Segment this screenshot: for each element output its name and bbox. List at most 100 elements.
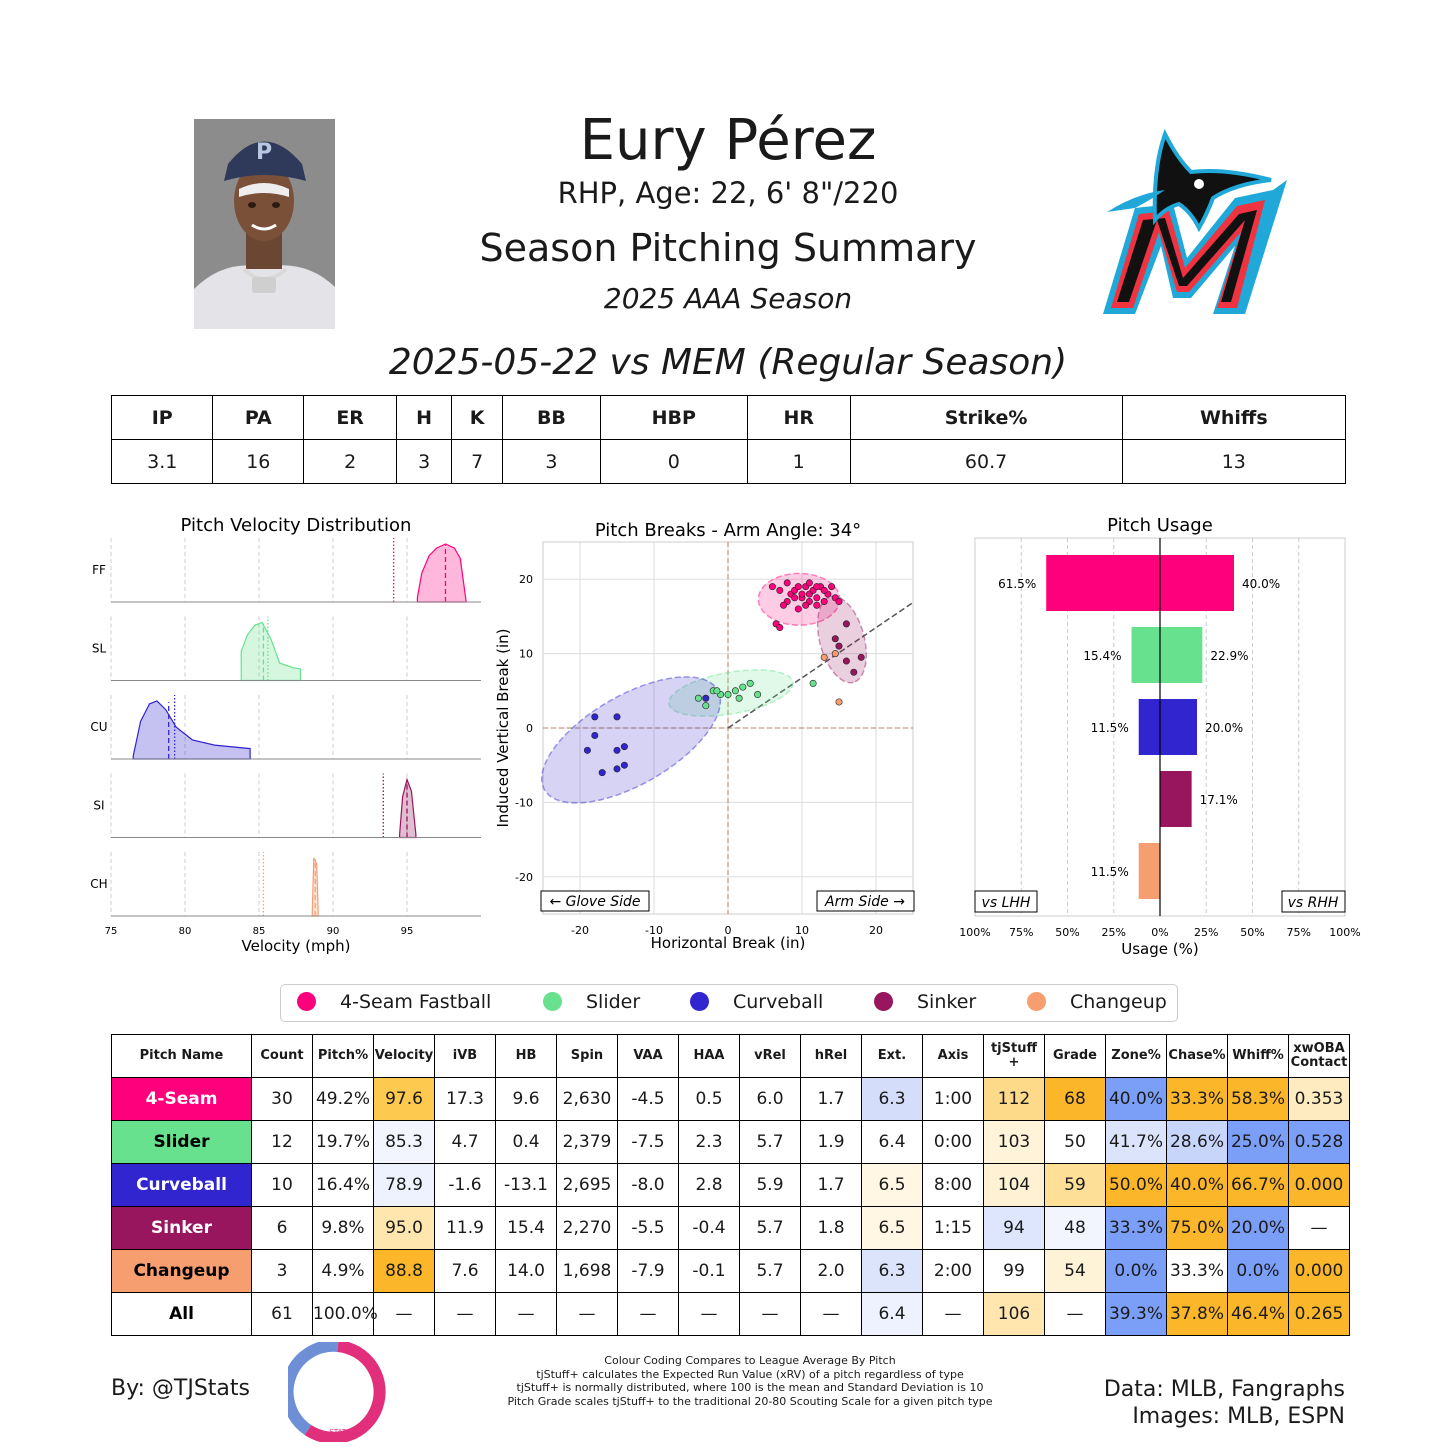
usage-bar-lhh [1046, 555, 1160, 611]
pitch-point [783, 579, 791, 587]
table-cell: 58.3% [1227, 1077, 1289, 1121]
pitch-point [739, 683, 747, 691]
table-column-header: Pitch Name [111, 1034, 252, 1078]
table-cell: 9.8% [312, 1206, 374, 1250]
table-cell: 48 [1044, 1206, 1106, 1250]
velocity-distribution-chart: Pitch Velocity Distribution FF SL CU SI CH 75 8… [90, 515, 481, 955]
table-cell: — [617, 1292, 679, 1336]
pitch-metrics-table: Pitch Name Count Pitch% Velocity iVB HB Spin VA… [111, 1034, 1350, 1336]
pitch-point [842, 657, 850, 665]
table-cell: — [800, 1292, 862, 1336]
stat-value: 7 [451, 439, 504, 484]
table-cell: 0.0% [1105, 1249, 1167, 1293]
table-cell: 28.6% [1166, 1120, 1228, 1164]
footer-notes: Colour Coding Compares to League Average… [440, 1354, 1060, 1408]
stat-header: PA [212, 395, 305, 440]
usage-label-rhh: 22.9% [1210, 649, 1248, 663]
table-column-header: Spin [556, 1034, 618, 1078]
data-source: Data: MLB, Fangraphs [1103, 1377, 1345, 1402]
pitch-point [835, 598, 843, 606]
table-row: Changeup 3 4.9% 88.8 7.6 14.0 1,698 -7.9 -0.1 5.7… [111, 1249, 1350, 1293]
pitch-point [828, 583, 836, 591]
table-cell: 1:00 [922, 1077, 984, 1121]
table-column-header: Pitch% [312, 1034, 374, 1078]
table-cell: 5.7 [739, 1120, 801, 1164]
usage-label-rhh: 17.1% [1200, 793, 1238, 807]
usage-bar-rhh [1160, 555, 1234, 611]
x-tick-label: 50% [1240, 926, 1264, 939]
x-tick-label: 10 [795, 924, 809, 937]
x-axis-label: Velocity (mph) [242, 937, 351, 955]
stat-value: 13 [1121, 439, 1347, 484]
arm-side-box [816, 890, 915, 912]
x-tick-label: 85 [253, 926, 266, 937]
stat-header-row: IP PA ER H K BB HBP HR Strike% Whiffs [110, 395, 1347, 440]
table-cell: -7.9 [617, 1249, 679, 1293]
pitch-point [857, 653, 865, 661]
row-label: SL [92, 642, 107, 656]
chart-title: Pitch Usage [1107, 515, 1213, 536]
stat-header: Whiffs [1121, 395, 1347, 440]
table-cell: 0.4 [495, 1120, 557, 1164]
legend-label: Changeup [1070, 991, 1167, 1013]
tjstats-logo: STATS [281, 1339, 388, 1446]
marlins-logo [1095, 128, 1295, 320]
table-cell: 30 [251, 1077, 313, 1121]
stat-header: Strike% [849, 395, 1123, 440]
x-tick-label: 75 [105, 926, 118, 937]
row-label: CH [90, 877, 107, 891]
summary-title: Season Pitching Summary [479, 226, 977, 270]
pitch-point [620, 761, 628, 769]
usage-bar-lhh [1138, 699, 1160, 755]
table-cell: 50.0% [1105, 1163, 1167, 1207]
x-tick-label: 0% [1151, 926, 1168, 939]
pitch-point [620, 743, 628, 751]
table-cell: 2:00 [922, 1249, 984, 1293]
footer-note: tjStuff+ calculates the Expected Run Val… [536, 1367, 964, 1381]
stat-header: HR [746, 395, 851, 440]
y-tick-label: 0 [526, 722, 533, 735]
table-cell: 3 [251, 1249, 313, 1293]
table-cell: — [1044, 1292, 1106, 1336]
table-cell: 2,695 [556, 1163, 618, 1207]
table-cell: 0.0% [1227, 1249, 1289, 1293]
chart-title: Pitch Velocity Distribution [181, 515, 412, 536]
table-cell: 20.0% [1227, 1206, 1289, 1250]
legend-label: 4-Seam Fastball [340, 991, 492, 1013]
stat-header: HBP [599, 395, 748, 440]
table-cell: 6.4 [861, 1120, 923, 1164]
x-tick-label: 50% [1055, 926, 1079, 939]
table-column-header: HB [495, 1034, 557, 1078]
arm-side-label: Arm Side → [824, 894, 905, 910]
table-cell: 2,270 [556, 1206, 618, 1250]
rhh-box [1281, 890, 1346, 913]
table-column-header: Zone% [1105, 1034, 1167, 1078]
pitch-point [746, 679, 754, 687]
game-stat-table: IP PA ER H K BB HBP HR Strike% Whiffs 3.… [110, 395, 1347, 484]
y-tick-label: -10 [515, 796, 533, 809]
x-tick-label: 80 [179, 926, 192, 937]
table-cell: 100.0% [312, 1292, 378, 1336]
y-tick-label: 20 [519, 573, 533, 586]
table-cell: — [495, 1292, 557, 1336]
table-cell: -8.0 [617, 1163, 679, 1207]
table-cell: 39.3% [1105, 1292, 1167, 1336]
pitch-point [731, 687, 739, 695]
table-column-header: Axis [922, 1034, 984, 1078]
stat-header: BB [502, 395, 601, 440]
glove-side-box [540, 890, 650, 912]
table-cell: — [1288, 1206, 1350, 1250]
row-label: FF [92, 563, 106, 577]
table-cell: 15.4 [495, 1206, 557, 1250]
legend-label: Slider [586, 991, 641, 1013]
pitch-point [820, 653, 828, 661]
table-cell: — [434, 1292, 496, 1336]
table-cell: 33.3% [1166, 1077, 1228, 1121]
legend-marker [297, 992, 316, 1011]
table-cell: 61 [251, 1292, 313, 1336]
density-curve [132, 700, 251, 760]
stat-value: 3 [502, 439, 601, 484]
pitch-point [583, 746, 591, 754]
table-column-header: Whiff% [1227, 1034, 1289, 1078]
table-cell: 5.7 [739, 1206, 801, 1250]
